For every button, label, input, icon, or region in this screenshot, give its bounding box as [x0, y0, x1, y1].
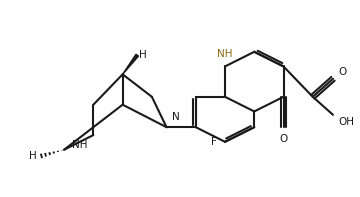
Text: NH: NH	[217, 49, 233, 59]
Text: NH: NH	[72, 139, 88, 150]
Text: H: H	[140, 50, 147, 60]
Text: F: F	[211, 137, 217, 147]
Text: O: O	[279, 134, 288, 144]
Text: O: O	[339, 67, 347, 77]
Text: H: H	[30, 151, 37, 161]
Text: N: N	[172, 112, 180, 122]
Polygon shape	[123, 54, 139, 74]
Text: OH: OH	[339, 117, 355, 127]
